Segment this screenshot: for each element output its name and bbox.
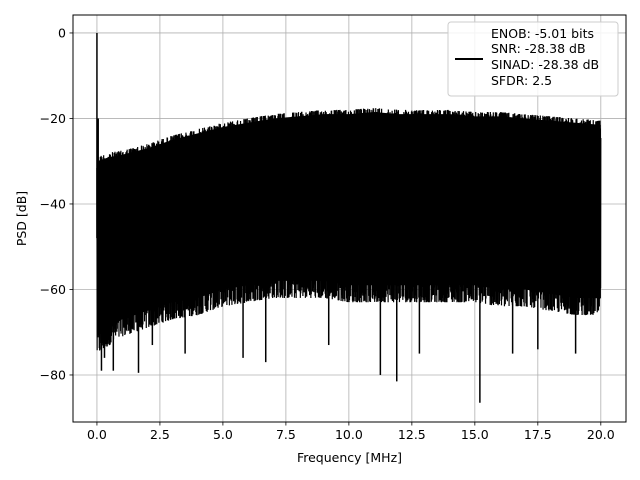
legend-text-enob: ENOB: -5.01 bits [491, 26, 594, 41]
y-tick-label: −40 [40, 196, 66, 211]
legend-text-sinad: SINAD: -28.38 dB [491, 57, 599, 72]
plot-data [96, 32, 602, 403]
legend: ENOB: -5.01 bits SNR: -28.38 dB SINAD: -… [447, 21, 619, 97]
legend-box [447, 21, 619, 97]
y-axis-label: PSD [dB] [14, 191, 29, 246]
x-tick-label: 10.0 [335, 427, 363, 442]
plot-frame [72, 14, 627, 423]
x-tick-label: 5.0 [213, 427, 233, 442]
x-tick-label: 20.0 [587, 427, 615, 442]
x-axis-label: Frequency [MHz] [297, 450, 402, 465]
x-tick-label: 0.0 [87, 427, 107, 442]
legend-text-snr: SNR: -28.38 dB [491, 41, 586, 56]
legend-text-sfdr: SFDR: 2.5 [491, 73, 552, 88]
y-tick-label: −80 [40, 367, 66, 382]
x-tick-label: 15.0 [461, 427, 489, 442]
x-tick-label: 12.5 [398, 427, 426, 442]
x-tick-label: 7.5 [276, 427, 296, 442]
psd-series-fill [96, 112, 601, 337]
x-tick-label: 17.5 [524, 427, 552, 442]
y-ticks: 0 −20 −40 −60 −80 [40, 25, 73, 382]
x-tick-label: 2.5 [150, 427, 170, 442]
y-tick-label: 0 [58, 25, 66, 40]
y-tick-label: −60 [40, 282, 66, 297]
y-tick-label: −20 [40, 111, 66, 126]
x-ticks: 0.0 2.5 5.0 7.5 10.0 12.5 15.0 17.5 20.0 [87, 422, 615, 442]
